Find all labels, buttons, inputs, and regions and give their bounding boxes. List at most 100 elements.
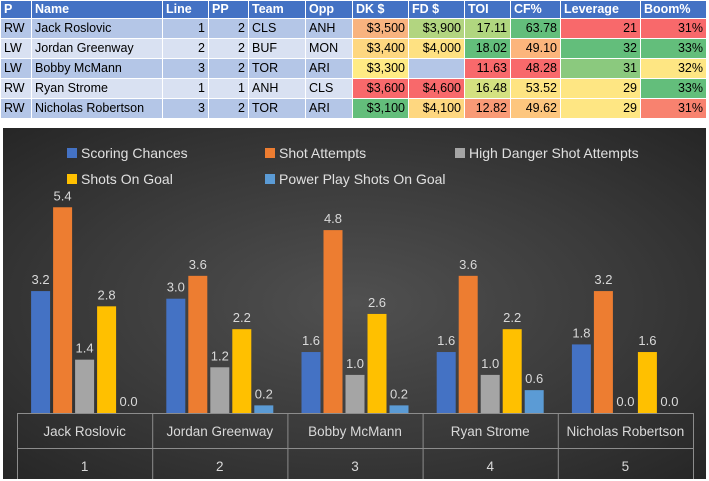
- bar: [345, 374, 365, 413]
- data-label: 2.8: [98, 287, 116, 302]
- table-row[interactable]: RW Jack Roslovic 1 2 CLS ANH $3,500 $3,900 17.11…: [0, 18, 707, 39]
- table-header-row: P Name Line PP Team Opp DK $ FD $ TOI CF% Leverage…: [0, 0, 707, 19]
- bar: [593, 291, 613, 413]
- column-header[interactable]: Line: [162, 0, 209, 19]
- cell-opp: ARI: [305, 58, 353, 79]
- data-label: 3.6: [189, 257, 207, 272]
- legend-swatch: [67, 148, 77, 158]
- table-row[interactable]: RW Ryan Strome 1 1 ANH CLS $3,600 $4,600 16.48 53…: [0, 78, 707, 99]
- column-header[interactable]: FD $: [408, 0, 465, 19]
- cell-pp: 2: [208, 18, 249, 39]
- column-header[interactable]: DK $: [352, 0, 409, 19]
- cell-fd: [408, 58, 465, 79]
- legend-label: Shots On Goal: [81, 171, 173, 187]
- bar: [75, 359, 95, 413]
- cell-pos: RW: [0, 78, 32, 99]
- x-tick-index: 3: [351, 459, 359, 474]
- cell-cf: 49.10: [510, 38, 561, 59]
- cell-line: 3: [162, 98, 209, 119]
- cell-dk: $3,500: [352, 18, 409, 39]
- data-label: 0.6: [525, 371, 543, 386]
- data-label: 3.2: [32, 272, 50, 287]
- cell-leverage: 32: [560, 38, 641, 59]
- cell-dk: $3,300: [352, 58, 409, 79]
- bar: [323, 230, 343, 413]
- data-label: 0.0: [120, 394, 138, 409]
- cell-name: Bobby McMann: [31, 58, 163, 79]
- data-label: 1.6: [302, 333, 320, 348]
- chart-container: Scoring Chances Shot Attempts High Danger …: [3, 128, 706, 479]
- bar: [637, 352, 657, 413]
- column-header[interactable]: Boom%: [640, 0, 707, 19]
- cell-leverage: 29: [560, 78, 641, 99]
- table-row[interactable]: RW Nicholas Robertson 3 2 TOR ARI $3,100 $4,100…: [0, 98, 707, 119]
- cell-fd: $4,600: [408, 78, 465, 99]
- cell-name: Nicholas Robertson: [31, 98, 163, 119]
- cell-pp: 2: [208, 58, 249, 79]
- bar: [254, 405, 274, 413]
- data-label: 1.4: [76, 341, 94, 356]
- cell-team: TOR: [248, 98, 306, 119]
- data-label: 1.6: [638, 333, 656, 348]
- cell-toi: 18.02: [464, 38, 511, 59]
- bar: [97, 306, 117, 413]
- bar: [301, 352, 321, 413]
- bar: [458, 275, 478, 413]
- cell-fd: $4,000: [408, 38, 465, 59]
- bar: [571, 344, 591, 413]
- cell-pos: RW: [0, 98, 32, 119]
- column-header[interactable]: Leverage: [560, 0, 641, 19]
- cell-dk: $3,600: [352, 78, 409, 99]
- column-header[interactable]: Name: [31, 0, 163, 19]
- data-label: 1.0: [346, 356, 364, 371]
- data-label: 3.0: [167, 280, 185, 295]
- legend-swatch: [455, 148, 465, 158]
- cell-boom: 33%: [640, 78, 707, 99]
- cell-toi: 11.63: [464, 58, 511, 79]
- table-row[interactable]: LW Jordan Greenway 2 2 BUF MON $3,400 $4,000 18.…: [0, 38, 707, 59]
- column-header[interactable]: TOI: [464, 0, 511, 19]
- cell-boom: 31%: [640, 18, 707, 39]
- table-row[interactable]: LW Bobby McMann 3 2 TOR ARI $3,300 11.63 48.28 31…: [0, 58, 707, 79]
- bar: [188, 275, 208, 413]
- bar: [389, 405, 409, 413]
- column-header[interactable]: PP: [208, 0, 249, 19]
- bar: [210, 367, 230, 413]
- cell-toi: 17.11: [464, 18, 511, 39]
- data-label: 5.4: [54, 188, 72, 203]
- cell-pos: RW: [0, 18, 32, 39]
- column-header[interactable]: Opp: [305, 0, 353, 19]
- column-header[interactable]: P: [0, 0, 32, 19]
- cell-leverage: 29: [560, 98, 641, 119]
- cell-opp: MON: [305, 38, 353, 59]
- legend-label: Shot Attempts: [279, 145, 366, 161]
- bar: [53, 207, 73, 413]
- cell-toi: 12.82: [464, 98, 511, 119]
- x-tick-index: 1: [81, 459, 89, 474]
- data-label: 0.0: [616, 394, 634, 409]
- cell-opp: ANH: [305, 18, 353, 39]
- data-label: 0.2: [390, 386, 408, 401]
- bar-chart: Scoring Chances Shot Attempts High Danger …: [17, 145, 694, 479]
- cell-boom: 32%: [640, 58, 707, 79]
- x-tick-label: Jordan Greenway: [167, 424, 274, 439]
- x-tick-label: Ryan Strome: [451, 424, 530, 439]
- column-header[interactable]: Team: [248, 0, 306, 19]
- cell-leverage: 21: [560, 18, 641, 39]
- cell-cf: 48.28: [510, 58, 561, 79]
- player-stats-table: P Name Line PP Team Opp DK $ FD $ TOI CF% Leverage…: [0, 0, 707, 119]
- x-tick-label: Jack Roslovic: [43, 424, 126, 439]
- column-header[interactable]: CF%: [510, 0, 561, 19]
- data-label: 1.2: [211, 348, 229, 363]
- bar: [166, 298, 186, 413]
- x-tick-index: 2: [216, 459, 224, 474]
- cell-cf: 53.52: [510, 78, 561, 99]
- cell-pp: 1: [208, 78, 249, 99]
- cell-pp: 2: [208, 38, 249, 59]
- cell-team: TOR: [248, 58, 306, 79]
- legend-swatch: [265, 148, 275, 158]
- cell-opp: ARI: [305, 98, 353, 119]
- cell-leverage: 31: [560, 58, 641, 79]
- cell-team: ANH: [248, 78, 306, 99]
- cell-pos: LW: [0, 38, 32, 59]
